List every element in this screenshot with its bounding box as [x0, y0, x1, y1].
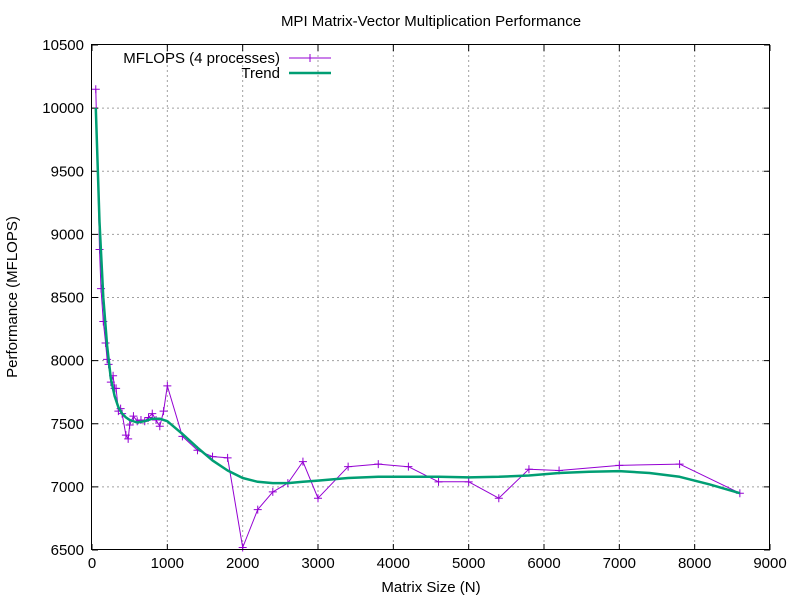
x-tick-label: 5000 [452, 555, 485, 572]
data-point-marker [344, 462, 353, 471]
x-tick-label: 9000 [753, 555, 786, 572]
y-tick-label: 6500 [51, 542, 84, 559]
data-point-marker [675, 460, 684, 469]
x-tick-label: 0 [88, 555, 96, 572]
data-point-marker [125, 421, 134, 430]
data-point-marker [494, 494, 503, 503]
data-point-marker [464, 477, 473, 486]
axis-ticks: 0 1000 2000 3000 4000 5000 6000 7000 8000 9000 650… [42, 37, 786, 572]
data-point-marker [124, 434, 133, 443]
data-point-marker [159, 407, 168, 416]
y-tick-label: 8500 [51, 290, 84, 307]
y-tick-label: 10500 [42, 37, 84, 54]
data-point-marker [434, 477, 443, 486]
y-tick-label: 7500 [51, 416, 84, 433]
x-tick-label: 7000 [603, 555, 636, 572]
x-tick-label: 4000 [377, 555, 410, 572]
legend-marker [306, 54, 314, 62]
x-axis-title: Matrix Size (N) [381, 579, 480, 596]
chart-title: MPI Matrix-Vector Multiplication Perform… [281, 13, 581, 30]
plot-frame [91, 44, 770, 550]
trend-line [94, 108, 741, 495]
data-point-marker [238, 543, 247, 552]
legend: MFLOPS (4 processes)Trend [123, 50, 331, 82]
y-tick-label: 9500 [51, 163, 84, 180]
series-layer [91, 85, 744, 552]
x-tick-label: 1000 [151, 555, 184, 572]
data-point-marker [155, 422, 164, 431]
data-point-marker [374, 460, 383, 469]
data-point-marker [223, 453, 232, 462]
data-point-marker [524, 465, 533, 474]
legend-label: MFLOPS (4 processes) [123, 50, 280, 67]
data-point-marker [314, 494, 322, 503]
data-point-marker [268, 487, 277, 496]
y-tick-label: 7000 [51, 479, 84, 496]
y-tick-label: 8000 [51, 353, 84, 370]
data-point-marker [163, 381, 172, 390]
data-point-marker [253, 505, 262, 514]
data-point-marker [148, 409, 157, 418]
data-point-marker [298, 457, 307, 466]
x-tick-label: 2000 [226, 555, 259, 572]
y-tick-label: 10000 [42, 100, 84, 117]
x-tick-label: 3000 [301, 555, 334, 572]
x-tick-label: 8000 [678, 555, 711, 572]
data-point-marker [404, 462, 413, 471]
data-point-marker [152, 415, 161, 424]
legend-label: Trend [241, 65, 280, 82]
y-axis-title: Performance (MFLOPS) [4, 216, 21, 378]
y-tick-label: 9000 [51, 226, 84, 243]
data-point-marker [129, 412, 138, 421]
data-point-marker [615, 461, 624, 470]
x-tick-label: 6000 [527, 555, 560, 572]
data-point-marker [91, 85, 100, 94]
